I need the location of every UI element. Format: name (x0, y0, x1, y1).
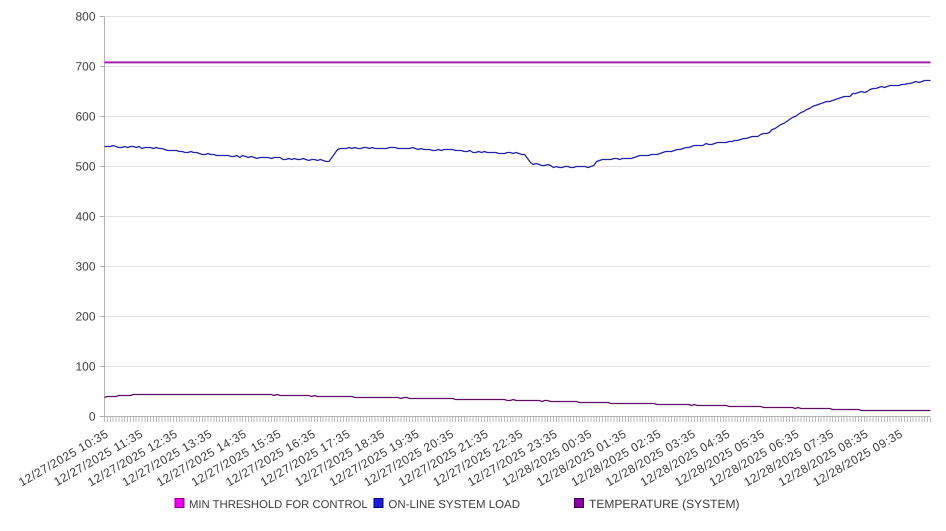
svg-text:300: 300 (75, 260, 95, 274)
svg-text:0: 0 (89, 410, 96, 424)
svg-text:500: 500 (75, 160, 95, 174)
svg-text:100: 100 (75, 360, 95, 374)
svg-text:800: 800 (75, 10, 95, 24)
svg-text:ON-LINE SYSTEM LOAD: ON-LINE SYSTEM LOAD (388, 499, 520, 511)
svg-text:MIN THRESHOLD FOR CONTROL: MIN THRESHOLD FOR CONTROL (189, 499, 368, 511)
svg-text:400: 400 (75, 210, 95, 224)
svg-text:600: 600 (75, 110, 95, 124)
svg-text:TEMPERATURE (SYSTEM): TEMPERATURE (SYSTEM) (589, 497, 739, 511)
svg-text:200: 200 (75, 310, 95, 324)
svg-text:700: 700 (75, 60, 95, 74)
